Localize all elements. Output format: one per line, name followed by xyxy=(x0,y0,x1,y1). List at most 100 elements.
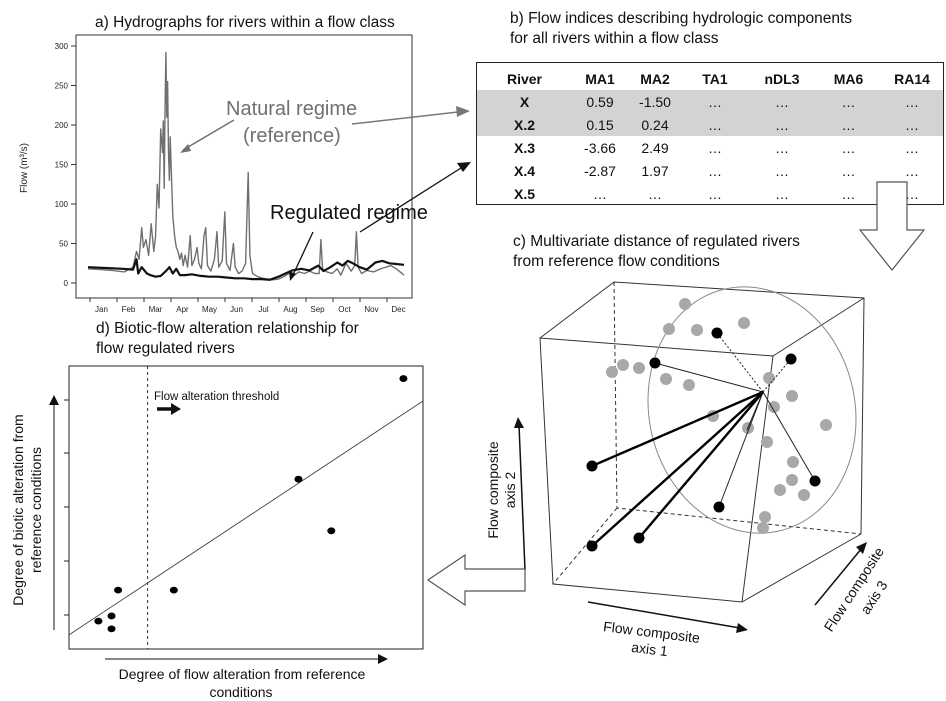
distance-arrow-dotted xyxy=(716,332,764,393)
axis2-label-line2: axis 2 xyxy=(502,472,518,509)
reference-river-point xyxy=(820,419,832,431)
table-river-cell: X xyxy=(477,90,572,113)
table-cell: … xyxy=(748,90,816,113)
reference-river-point xyxy=(798,489,810,501)
distance-arrow-dotted xyxy=(762,358,792,393)
table-header-cell: MA1 xyxy=(585,70,615,87)
regulated-river-point xyxy=(713,501,725,513)
hydrograph-frame xyxy=(75,34,413,299)
axis1-arrow-head xyxy=(736,623,748,633)
panel-d-title: d) Biotic-flow alteration relationship f… xyxy=(96,319,359,359)
scatter-point xyxy=(107,625,116,633)
table-cell: … xyxy=(682,113,748,136)
x-tick-label: Mar xyxy=(149,305,163,314)
x-tick-label: May xyxy=(202,305,217,314)
reference-river-point xyxy=(617,359,629,371)
natural-regime-label-line2: (reference) xyxy=(243,125,341,147)
natural-regime-pointer-head xyxy=(180,144,191,153)
scatter-point xyxy=(94,617,103,625)
axis1-arrow xyxy=(587,601,741,629)
flow-indices-table-frame: River MA1 MA2 TA1 nDL3 MA6 RA14 X 0.59 -… xyxy=(476,62,944,205)
axis2-arrow xyxy=(518,424,526,571)
scatter-point xyxy=(327,527,336,535)
d-ylabel-line1: Degree of biotic alteration from xyxy=(10,414,26,605)
distance-arrow-bold xyxy=(638,391,764,539)
reference-river-point xyxy=(663,323,675,335)
x-tick-label: Sep xyxy=(310,305,325,314)
axis2-arrow-head xyxy=(514,417,524,428)
table-river-cell: X.3 xyxy=(513,139,535,156)
table-cell: … xyxy=(881,90,943,113)
arrow-to-regulated-rows-head xyxy=(457,162,471,172)
x-tick-label: Nov xyxy=(364,305,378,314)
table-header-row: River MA1 MA2 TA1 nDL3 MA6 RA14 xyxy=(477,67,943,90)
table-cell: 1.97 xyxy=(641,162,669,179)
table-cell: … xyxy=(905,162,919,179)
table-river-cell: X.2 xyxy=(477,113,572,136)
table-header-cell: River xyxy=(506,70,543,87)
regulated-river-point xyxy=(711,327,723,339)
scatter-point xyxy=(107,612,116,620)
table-header-cell: MA2 xyxy=(640,70,670,87)
table-row-regulated: X.3 -3.66 2.49 … … … … xyxy=(477,136,943,159)
table-cell: 0.24 xyxy=(628,113,682,136)
reference-river-point xyxy=(691,324,703,336)
natural-regime-pointer xyxy=(182,119,235,151)
regulated-river-point xyxy=(633,532,645,544)
threshold-arrow-head xyxy=(171,403,181,415)
regulated-regime-pointer-head xyxy=(289,271,296,281)
table-cell: … xyxy=(708,139,722,156)
regulated-river-point xyxy=(649,357,661,369)
y-tick-label: 150 xyxy=(55,161,69,170)
x-tick-label: Apr xyxy=(176,305,189,314)
table-cell: … xyxy=(708,162,722,179)
reference-river-point xyxy=(738,317,750,329)
d-xlabel-line1: Degree of flow alteration from reference xyxy=(119,666,366,682)
distance-arrow-thin xyxy=(762,391,816,482)
fit-line xyxy=(68,400,424,636)
d-yaxis-arrow-head xyxy=(49,395,59,405)
table-header-cell: TA1 xyxy=(702,70,728,87)
regulated-regime-pointer xyxy=(292,231,314,276)
table-cell: … xyxy=(841,162,856,179)
table-cell: … xyxy=(816,113,881,136)
axis1-label-line2: axis 1 xyxy=(630,639,668,659)
y-tick-label: 0 xyxy=(64,279,69,288)
scatter-point xyxy=(169,586,178,594)
table-cell: -2.87 xyxy=(584,162,616,179)
distance-arrow-bold xyxy=(591,390,764,468)
table-row-regulated: X.4 -2.87 1.97 … … … … xyxy=(477,159,943,182)
regulated-river-point xyxy=(785,353,797,365)
x-tick-label: Oct xyxy=(338,305,351,314)
panel-c-title-line2: from reference flow conditions xyxy=(513,253,720,270)
reference-river-point xyxy=(763,372,775,384)
table-river-cell: X.5 xyxy=(513,185,535,202)
d-ylabel-line2: reference conditions xyxy=(28,447,44,573)
table-cell: 2.49 xyxy=(641,139,669,156)
reference-river-point xyxy=(757,522,769,534)
axis3-arrow xyxy=(814,547,863,606)
cube-front-face xyxy=(539,337,774,603)
table-cell: … xyxy=(593,185,607,202)
reference-river-point xyxy=(633,362,645,374)
table-header-cell: RA14 xyxy=(894,70,930,87)
regulated-river-point xyxy=(809,475,821,487)
panel-b-title-line2: for all rivers within a flow class xyxy=(510,30,719,47)
reference-river-point xyxy=(768,401,780,413)
table-cell: … xyxy=(682,90,748,113)
table-river-cell: X.4 xyxy=(513,162,535,179)
table-cell: … xyxy=(648,185,662,202)
cube-hidden-edges xyxy=(613,281,862,535)
table-cell: … xyxy=(881,113,943,136)
y-tick-label: 300 xyxy=(55,42,69,51)
table-cell: … xyxy=(905,185,919,202)
natural-regime-label-line1: Natural regime xyxy=(226,98,357,120)
reference-river-point xyxy=(679,298,691,310)
panel-c-title-line1: c) Multivariate distance of regulated ri… xyxy=(513,233,800,250)
distance-arrow-thin xyxy=(746,391,764,431)
reference-river-point xyxy=(660,373,672,385)
scatter-point xyxy=(294,475,303,483)
d-xlabel-line2: conditions xyxy=(209,684,272,700)
reference-river-point xyxy=(683,379,695,391)
table-cell: … xyxy=(775,162,789,179)
